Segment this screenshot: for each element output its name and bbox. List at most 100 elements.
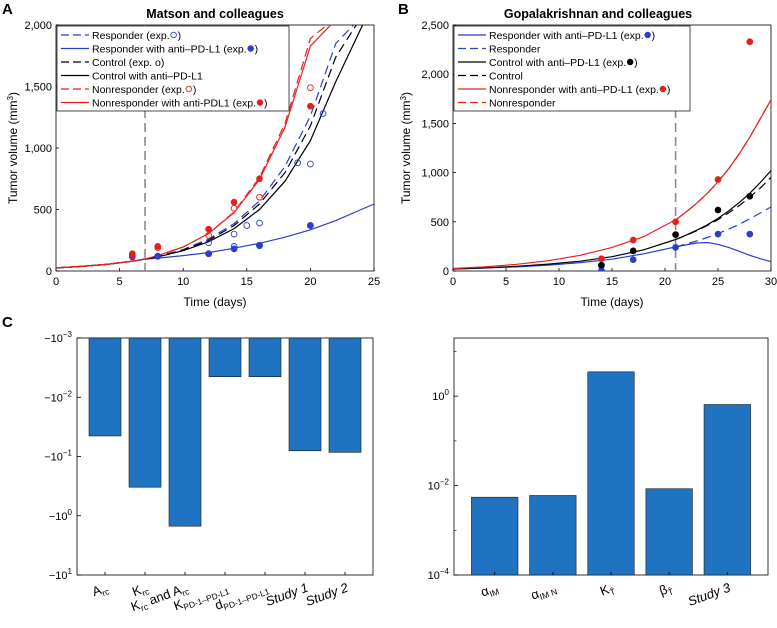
chart-b-series-1 <box>675 206 771 248</box>
chart-a-legend-paren: ) <box>193 84 197 96</box>
chart-b: Gopalakrishnan and colleagues Time (days… <box>399 7 777 309</box>
chart-c-left-ytick-label: −100 <box>49 508 73 523</box>
chart-c-left-category-label: Study 2 <box>303 579 350 608</box>
chart-c-right-bar <box>529 495 577 576</box>
chart-b-legend-paren: ) <box>634 57 638 69</box>
chart-c-left-ytick-label: −10−3 <box>44 330 72 345</box>
chart-a-legend-marker <box>185 85 193 93</box>
chart-c-right-ytick-label: 100 <box>432 388 449 403</box>
chart-a-legend-label: Nonresponder (exp. <box>92 84 185 96</box>
chart-b-legend-marker <box>626 58 634 66</box>
chart-b-point <box>746 38 754 46</box>
chart-c-left-bar <box>168 337 202 527</box>
chart-b-point <box>672 231 679 238</box>
chart-c-left-bar <box>128 337 162 488</box>
chart-c-left-bar <box>248 337 282 378</box>
chart-c-right-category-label: βT̂ <box>657 580 675 600</box>
chart-a-point <box>256 242 263 250</box>
chart-a-point <box>307 102 314 110</box>
chart-a-ytick-label: 1,500 <box>24 82 52 94</box>
chart-b-point <box>714 206 722 214</box>
chart-c-right: 10−4 10−2 100 αIM αIM N KT̂ βT̂ Study 3 <box>428 337 769 609</box>
chart-a-xtick-label: 10 <box>177 276 189 288</box>
chart-b-xtick-label: 10 <box>553 276 565 288</box>
chart-b-ytick-label: 1,000 <box>421 168 449 180</box>
chart-a-point <box>205 250 212 258</box>
chart-c-right-ytick-label: 10−4 <box>428 567 450 582</box>
chart-a-point <box>128 250 136 258</box>
chart-a-legend-label: Nonresponder with anti-PDL1 (exp. <box>92 98 256 110</box>
chart-c-right-ytick-label: 10−2 <box>428 478 450 493</box>
chart-b-ytick-label: 500 <box>431 217 449 229</box>
chart-a-series-5 <box>56 25 332 269</box>
chart-b-point <box>714 230 722 238</box>
chart-c-right-bar <box>587 371 635 576</box>
chart-b-legend-label: Responder <box>489 44 541 56</box>
chart-a-xtick-label: 25 <box>368 276 380 288</box>
chart-a-series-1 <box>56 203 374 269</box>
chart-c-left-bar <box>288 337 322 452</box>
chart-a-point <box>230 230 238 238</box>
chart-b-series-5 <box>675 99 771 221</box>
panel-label-b: B <box>398 1 409 18</box>
chart-b-series-4 <box>453 99 771 270</box>
chart-b-point <box>598 261 605 269</box>
chart-a-point <box>307 84 314 92</box>
chart-b-ylabel: Tumor volume (mm3) <box>399 92 413 204</box>
chart-b-title: Gopalakrishnan and colleagues <box>504 7 692 21</box>
panel-label-a: A <box>2 1 13 18</box>
chart-a-point <box>154 243 162 250</box>
chart-a-legend-label: Control with anti–PD-L1 <box>92 71 203 83</box>
chart-a-legend-marker <box>170 31 177 39</box>
chart-b-legend-label: Control <box>489 71 523 83</box>
chart-b-point <box>746 192 754 200</box>
chart-b-xtick-label: 0 <box>450 276 456 288</box>
chart-a-point <box>230 245 238 253</box>
chart-a-legend-label: Responder (exp. <box>92 30 170 42</box>
chart-c-right-bar <box>645 488 693 576</box>
chart-a-legend-label: Control (exp. o) <box>92 57 164 69</box>
chart-b-xlabel: Time (days) <box>581 295 644 309</box>
chart-b-point <box>672 244 679 251</box>
chart-a-ytick-label: 0 <box>46 266 52 278</box>
chart-b-legend-paren: ) <box>652 30 656 42</box>
chart-a-legend-marker <box>256 99 264 106</box>
chart-a-series-layer <box>56 25 374 271</box>
chart-c-left-category-label: Arc <box>90 579 111 601</box>
chart-c-left-bar <box>208 337 242 378</box>
chart-a-point <box>256 193 263 201</box>
chart-b-ytick-label: 0 <box>443 266 449 278</box>
chart-b-ytick-label: 2,000 <box>421 69 449 81</box>
chart-b-point <box>714 176 722 183</box>
chart-b-legend-marker <box>644 31 651 39</box>
chart-b-legend-paren: ) <box>667 84 671 96</box>
chart-a-legend-label: Responder with anti–PD-L1 (exp. <box>92 44 247 56</box>
chart-a-point <box>294 159 302 167</box>
chart-b-series-2 <box>453 170 771 270</box>
chart-a-point <box>256 175 263 183</box>
chart-a: Matson and colleagues Time (days) Tumor … <box>6 7 380 309</box>
chart-b-point <box>629 236 637 244</box>
chart-a-ytick-label: 500 <box>34 205 52 217</box>
chart-a-point <box>154 252 162 260</box>
chart-c-right-category-label: αIM N <box>529 580 559 605</box>
chart-a-point <box>256 219 263 227</box>
chart-b-point <box>598 255 605 263</box>
chart-b-xtick-label: 5 <box>503 276 509 288</box>
chart-a-point <box>205 231 212 239</box>
chart-a-ytick-label: 1,000 <box>24 143 52 155</box>
chart-b-series-layer <box>453 25 771 271</box>
chart-b-ytick-label: 1,500 <box>421 118 449 130</box>
chart-c-right-category-label: αIM <box>479 580 501 602</box>
chart-a-point <box>243 222 251 229</box>
chart-a-legend-paren: ) <box>178 30 182 42</box>
chart-b-series-3 <box>675 177 771 241</box>
chart-b-legend-label: Nonresponder <box>489 98 556 110</box>
chart-b-point <box>629 247 637 255</box>
chart-c-right-category-label: Study 3 <box>686 579 733 608</box>
chart-a-xlabel: Time (days) <box>184 295 247 309</box>
chart-a-point <box>307 160 314 168</box>
chart-c-left-bar <box>88 337 122 437</box>
